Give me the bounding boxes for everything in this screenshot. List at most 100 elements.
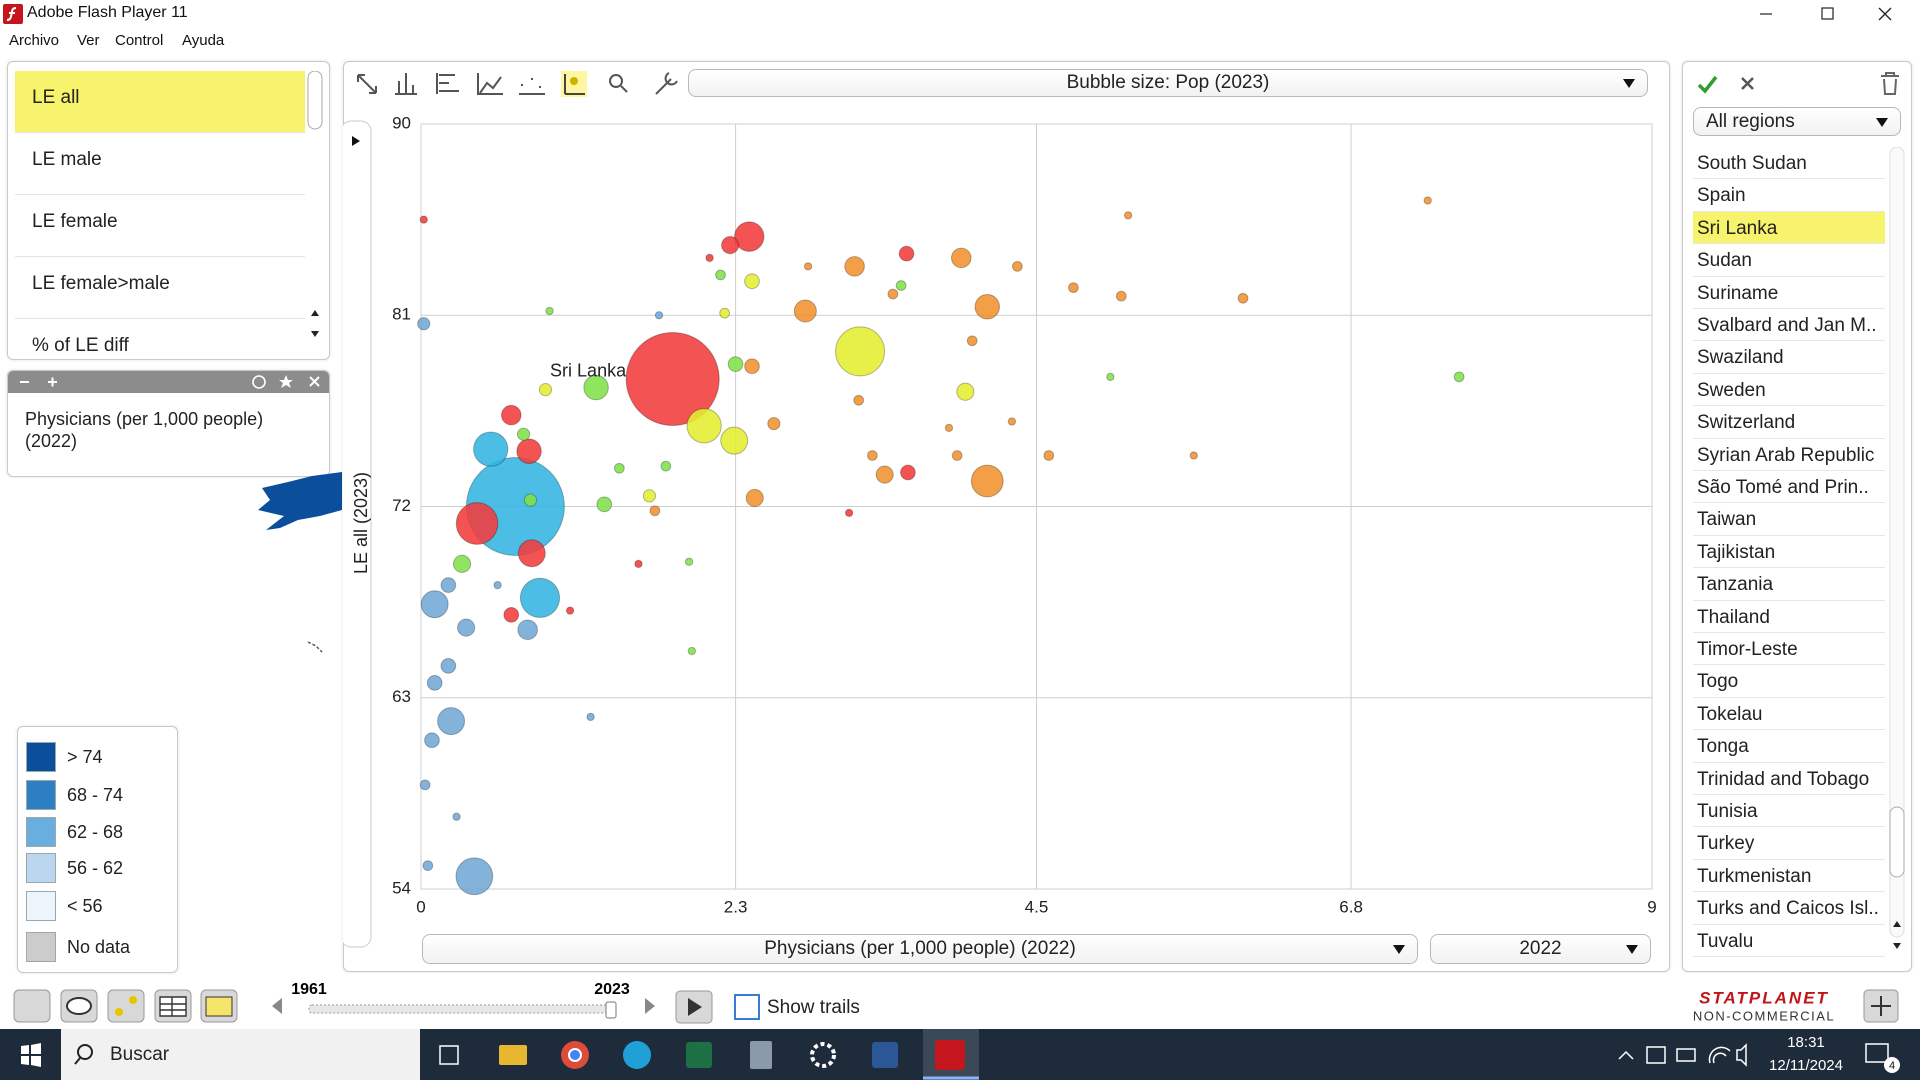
bubble[interactable] xyxy=(887,288,899,300)
bubble[interactable] xyxy=(895,280,907,291)
notifications[interactable] xyxy=(1865,1043,1889,1063)
calculator[interactable] xyxy=(750,1041,772,1069)
close[interactable] xyxy=(1878,7,1892,21)
bubble[interactable] xyxy=(437,707,466,736)
clear[interactable] xyxy=(1881,72,1899,95)
bubble[interactable] xyxy=(426,675,443,691)
time-handle[interactable] xyxy=(605,1001,617,1019)
bubble[interactable] xyxy=(686,408,722,444)
bubble[interactable] xyxy=(745,488,764,508)
x-year-dropdown[interactable]: 2022 xyxy=(1430,934,1651,964)
country-item[interactable]: Trinidad and Tobago xyxy=(1693,762,1885,795)
bubble[interactable] xyxy=(1453,371,1465,383)
bubble[interactable] xyxy=(503,607,520,623)
bubble[interactable] xyxy=(900,464,916,481)
help-btn[interactable] xyxy=(252,375,266,389)
settings[interactable] xyxy=(810,1042,836,1068)
start-button[interactable] xyxy=(21,1043,41,1067)
country-item[interactable]: Sudan xyxy=(1693,244,1885,277)
task-view[interactable] xyxy=(439,1045,459,1065)
country-item[interactable]: Tanzania xyxy=(1693,568,1885,601)
bubble[interactable] xyxy=(1423,196,1432,205)
bubble[interactable] xyxy=(596,496,613,513)
bubble[interactable] xyxy=(1106,372,1115,382)
country-item[interactable]: Swaziland xyxy=(1693,341,1885,374)
bubble[interactable] xyxy=(517,619,538,641)
bubble[interactable] xyxy=(473,431,509,467)
tool-scatter[interactable] xyxy=(519,78,545,95)
bubble[interactable] xyxy=(1007,417,1017,426)
bubble[interactable] xyxy=(565,606,575,615)
expand-btn[interactable] xyxy=(48,377,57,387)
country-item[interactable]: São Tomé and Prin.. xyxy=(1693,471,1885,504)
country-item[interactable]: Turks and Caicos Isl.. xyxy=(1693,892,1885,925)
bubble[interactable] xyxy=(642,489,657,503)
bubble[interactable] xyxy=(538,383,553,397)
menu-item[interactable]: Ver xyxy=(77,32,100,49)
bubble[interactable] xyxy=(500,404,522,426)
tool-zoom[interactable] xyxy=(609,74,623,88)
menu-item[interactable]: Control xyxy=(115,32,164,49)
country-item[interactable]: Syrian Arab Republic xyxy=(1693,438,1885,471)
bubble[interactable] xyxy=(744,273,760,290)
bubble[interactable] xyxy=(634,559,643,569)
bubble[interactable] xyxy=(898,245,915,262)
bubble[interactable] xyxy=(974,294,1001,320)
bubble[interactable] xyxy=(803,262,813,271)
menu-item[interactable]: Archivo xyxy=(9,32,60,49)
country-item[interactable]: Taiwan xyxy=(1693,503,1885,536)
search-placeholder[interactable]: Buscar xyxy=(110,1044,170,1065)
indicator-item[interactable]: LE male xyxy=(15,133,305,195)
scroll-thumb[interactable] xyxy=(307,71,323,130)
bubble[interactable] xyxy=(422,860,434,872)
country-item[interactable]: Switzerland xyxy=(1693,406,1885,439)
bubble[interactable] xyxy=(1189,451,1198,460)
word[interactable] xyxy=(872,1042,898,1068)
volume[interactable] xyxy=(1736,1043,1747,1067)
menu-item[interactable]: Ayuda xyxy=(182,32,225,49)
step-back[interactable] xyxy=(272,998,282,1014)
bubble[interactable] xyxy=(1043,450,1055,461)
tray-expand[interactable] xyxy=(1618,1050,1634,1060)
country-item[interactable]: South Sudan xyxy=(1693,147,1885,180)
restore[interactable] xyxy=(1821,7,1834,20)
chart-view-btn[interactable] xyxy=(107,989,145,1023)
bubble[interactable] xyxy=(684,557,694,566)
bubble[interactable] xyxy=(727,356,744,372)
bubble[interactable] xyxy=(721,236,740,255)
bubble[interactable] xyxy=(424,732,440,749)
tool-hbar[interactable] xyxy=(436,73,459,94)
country-item[interactable]: Svalbard and Jan M.. xyxy=(1693,309,1885,342)
bubble[interactable] xyxy=(613,462,625,474)
bubble[interactable] xyxy=(455,502,499,545)
bubble[interactable] xyxy=(583,374,609,401)
tool-bubble[interactable] xyxy=(564,74,585,95)
bubble[interactable] xyxy=(1123,211,1133,220)
bubble[interactable] xyxy=(844,256,865,277)
country-item[interactable]: Suriname xyxy=(1693,276,1885,309)
bubble-size-dropdown[interactable]: Bubble size: Pop (2023) xyxy=(688,69,1648,97)
tool-settings[interactable] xyxy=(655,72,678,95)
tool-line[interactable] xyxy=(477,73,503,95)
indicator-item[interactable]: LE all xyxy=(15,71,305,133)
bubble[interactable] xyxy=(705,253,714,263)
scroll-up[interactable] xyxy=(311,310,319,316)
scroll-down[interactable] xyxy=(311,331,319,337)
flash-player[interactable] xyxy=(935,1040,965,1070)
battery[interactable] xyxy=(1676,1048,1696,1062)
country-item[interactable]: Thailand xyxy=(1693,600,1885,633)
country-item[interactable]: Sweden xyxy=(1693,373,1885,407)
bubble[interactable] xyxy=(516,427,531,441)
country-item[interactable]: Tunisia xyxy=(1693,795,1885,828)
bubble[interactable] xyxy=(1068,282,1079,294)
bubble[interactable] xyxy=(719,307,731,319)
bubble[interactable] xyxy=(950,247,972,269)
country-item[interactable]: Tokelau xyxy=(1693,697,1885,731)
search-box[interactable] xyxy=(61,1029,420,1080)
bubble[interactable] xyxy=(625,331,720,427)
bubble[interactable] xyxy=(866,450,878,461)
bubble[interactable] xyxy=(649,505,661,517)
bubble[interactable] xyxy=(767,417,781,431)
bubble[interactable] xyxy=(793,299,817,323)
window-controls[interactable] xyxy=(1740,0,1920,27)
